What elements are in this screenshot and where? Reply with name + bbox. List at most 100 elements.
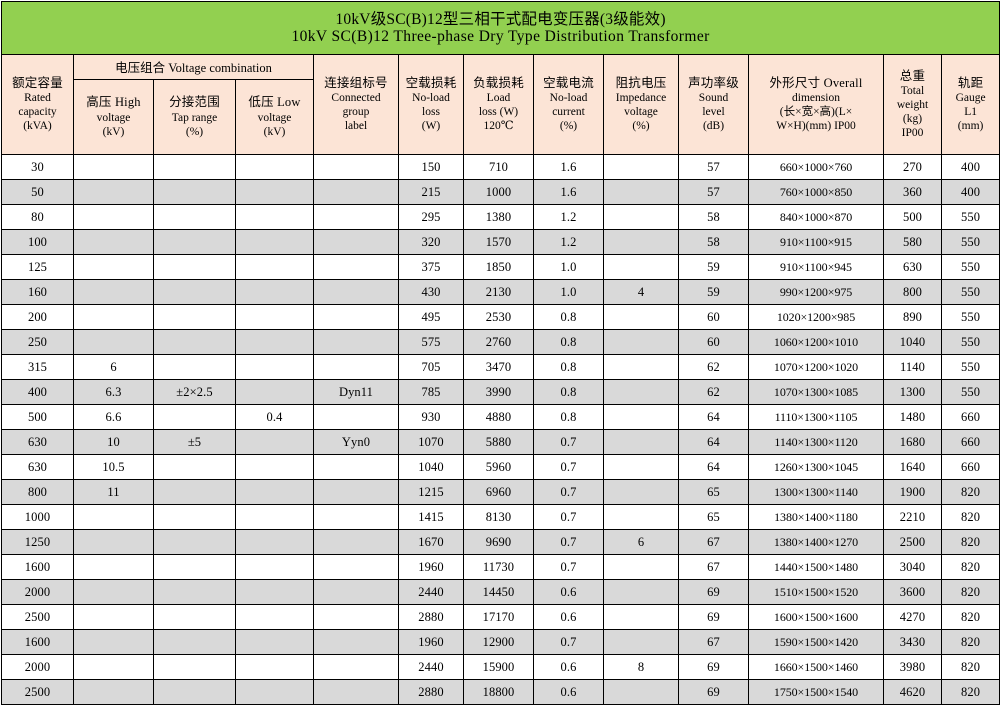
no-load-current-cn: 空载电流 (543, 75, 594, 90)
no-load-current-en2: current (552, 106, 585, 119)
table-cell: 0.8 (533, 329, 604, 355)
table-cell: 6 (603, 529, 679, 555)
table-cell: 64 (678, 404, 749, 430)
table-cell: 1670 (398, 529, 464, 555)
table-cell: 2130 (463, 279, 534, 305)
table-cell: 1960 (398, 554, 464, 580)
table-cell (73, 254, 154, 280)
table-row: 50 215 1000 1.6 57 760×1000×850 360 400 (1, 179, 1000, 205)
header-row-sub: 高压 High voltage (kV) 分接范围 Tap range (%) … (2, 79, 1000, 155)
table-cell (603, 579, 679, 605)
table-cell: 2500 (1, 679, 74, 705)
table-cell: 1750×1500×1540 (748, 679, 884, 705)
total-weight-cn: 总重 (899, 68, 926, 83)
table-cell: 2530 (463, 304, 534, 330)
table-cell: 820 (940, 604, 1000, 630)
table-cell: 550 (940, 354, 1000, 380)
table-cell: 820 (940, 479, 1000, 505)
table-cell: 320 (398, 229, 464, 255)
table-cell: 1380×1400×1270 (748, 529, 884, 555)
table-cell: 3470 (463, 354, 534, 380)
table-cell: 67 (678, 529, 749, 555)
low-voltage-cn-en: 低压 Low (248, 95, 301, 110)
col-header-overall-dimension: 外形尺寸 Overall dimension (长×宽×高)(L× W×H)(m… (748, 54, 884, 155)
table-cell: 785 (398, 379, 464, 405)
table-cell: 495 (398, 304, 464, 330)
table-cell (603, 404, 679, 430)
table-cell: 1000 (1, 504, 74, 530)
table-cell: 14450 (463, 579, 534, 605)
table-cell (603, 429, 679, 455)
table-cell (153, 504, 236, 530)
table-cell (235, 204, 314, 230)
table-cell: 660 (940, 404, 1000, 430)
table-cell: 360 (883, 179, 942, 205)
no-load-current-unit: (%) (559, 120, 578, 133)
table-cell: 60 (678, 304, 749, 330)
table-cell: 2760 (463, 329, 534, 355)
table-row: 1000 1415 8130 0.7 65 1380×1400×1180 2210 820 (1, 504, 1000, 530)
table-cell: 2210 (883, 504, 942, 530)
table-row: 2000 2440 15900 0.6 8 69 1660×1500×1460 3980 820 (1, 654, 1000, 680)
title-english: 10kV SC(B)12 Three-phase Dry Type Distri… (291, 28, 710, 45)
table-cell: 820 (940, 629, 1000, 655)
total-weight-unit: (kg) (902, 113, 923, 126)
table-cell: 0.4 (235, 404, 314, 430)
table-cell: 67 (678, 554, 749, 580)
table-cell (73, 654, 154, 680)
table-cell (153, 654, 236, 680)
table-cell: 4620 (883, 679, 942, 705)
table-cell: 1.6 (533, 154, 604, 180)
table-cell: 400 (940, 179, 1000, 205)
table-cell: 0.6 (533, 679, 604, 705)
table-cell: 0.7 (533, 629, 604, 655)
table-cell: 550 (940, 254, 1000, 280)
load-loss-en1: Load (486, 92, 511, 105)
table-row: 80 295 1380 1.2 58 840×1000×870 500 550 (1, 204, 1000, 230)
table-cell: 67 (678, 629, 749, 655)
table-cell (313, 154, 399, 180)
table-cell (153, 579, 236, 605)
table-cell: 50 (1, 179, 74, 205)
table-cell: Yyn0 (313, 429, 399, 455)
sound-level-en1: Sound (698, 92, 729, 105)
table-cell: 2440 (398, 579, 464, 605)
table-cell: 69 (678, 654, 749, 680)
title-chinese: 10kV级SC(B)12型三相干式配电变压器(3级能效) (335, 10, 666, 28)
table-cell: 295 (398, 204, 464, 230)
table-cell (235, 279, 314, 305)
table-cell: 10.5 (73, 454, 154, 480)
table-cell (313, 604, 399, 630)
col-header-tap-range: 分接范围 Tap range (%) (153, 79, 236, 155)
table-cell: 1000 (463, 179, 534, 205)
table-cell: 1480 (883, 404, 942, 430)
impedance-voltage-en2: voltage (624, 106, 658, 119)
table-cell: 57 (678, 179, 749, 205)
table-row: 1250 1670 9690 0.7 6 67 1380×1400×1270 2500 820 (1, 529, 1000, 555)
table-cell: 820 (940, 504, 1000, 530)
table-cell: 1900 (883, 479, 942, 505)
table-cell (235, 329, 314, 355)
table-row: 100 320 1570 1.2 58 910×1100×915 580 550 (1, 229, 1000, 255)
table-cell (313, 579, 399, 605)
load-loss-cn: 负载损耗 (473, 75, 524, 90)
table-cell (603, 254, 679, 280)
table-cell: 910×1100×915 (748, 229, 884, 255)
table-cell: 0.8 (533, 404, 604, 430)
gauge-unit: (mm) (957, 120, 984, 133)
table-cell (313, 654, 399, 680)
table-cell (603, 554, 679, 580)
table-cell: 125 (1, 254, 74, 280)
table-row: 200 495 2530 0.8 60 1020×1200×985 890 550 (1, 304, 1000, 330)
table-cell: 0.6 (533, 654, 604, 680)
table-cell (153, 179, 236, 205)
table-cell: 2000 (1, 654, 74, 680)
table-cell: 1510×1500×1520 (748, 579, 884, 605)
tap-range-cn: 分接范围 (169, 95, 220, 110)
table-cell (73, 679, 154, 705)
table-cell (153, 204, 236, 230)
col-header-load-loss: 负载损耗 Load loss (W) 120℃ (463, 54, 534, 155)
tap-range-unit: (%) (185, 125, 204, 138)
table-cell: 0.7 (533, 504, 604, 530)
table-cell: 6.3 (73, 379, 154, 405)
